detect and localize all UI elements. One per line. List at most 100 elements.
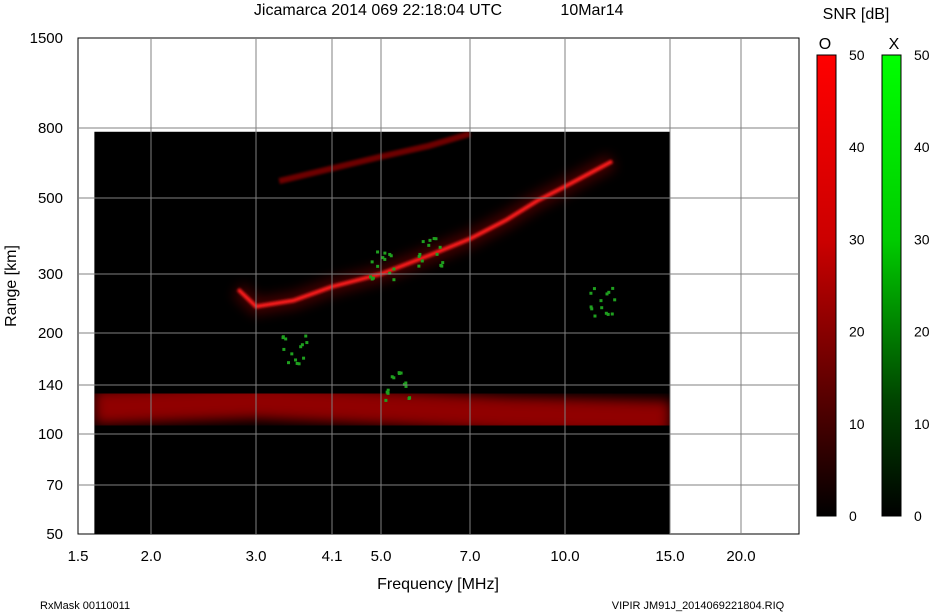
x-mode-echo xyxy=(297,362,301,366)
x-mode-echo xyxy=(392,278,396,282)
x-mode-echo xyxy=(392,376,396,380)
x-mode-echo xyxy=(441,261,445,265)
x-mode-echo xyxy=(417,254,421,258)
x-mode-echo xyxy=(386,391,390,395)
x-mode-echo xyxy=(284,337,288,341)
x-mode-echo xyxy=(295,361,299,365)
x-mode-echo xyxy=(604,311,608,315)
x-mode-echo xyxy=(392,267,396,271)
x-mode-echo xyxy=(290,352,294,356)
x-mode-echo xyxy=(611,286,615,290)
x-mode-echo xyxy=(418,252,422,256)
x-mode-echo xyxy=(384,398,388,402)
x-tick-label: 10.0 xyxy=(550,548,579,565)
x-mode-echo xyxy=(390,375,394,379)
x-mode-echo xyxy=(421,240,425,244)
x-mode-echo xyxy=(427,243,431,247)
y-tick-label: 70 xyxy=(46,477,63,494)
x-mode-echo xyxy=(404,381,408,385)
colorbar-x-tick: 50 xyxy=(914,47,930,63)
x-mode-echo xyxy=(386,388,390,392)
x-mode-echo xyxy=(281,336,285,340)
x-tick-label: 3.0 xyxy=(246,548,267,565)
x-mode-echo xyxy=(435,252,439,256)
footer-rxmask: RxMask 00110011 xyxy=(40,600,130,612)
colorbar-o-tick: 10 xyxy=(849,416,865,432)
x-mode-echo xyxy=(300,343,304,347)
colorbar-o-tick: 30 xyxy=(849,231,865,247)
x-tick-labels: 1.5 2.0 3.0 4.1 5.0 7.0 10.0 15.0 20.0 xyxy=(68,548,756,565)
x-mode-echo xyxy=(294,358,298,362)
colorbar-o-label: O xyxy=(819,36,831,53)
x-tick-label: 7.0 xyxy=(460,548,481,565)
x-mode-echo xyxy=(589,305,593,309)
x-mode-echo xyxy=(599,299,603,303)
colorbar-x-tick: 0 xyxy=(914,508,922,524)
y-tick-label: 200 xyxy=(38,325,63,342)
y-tick-label: 300 xyxy=(38,266,63,283)
x-tick-label: 5.0 xyxy=(371,548,392,565)
colorbar-o-tick: 0 xyxy=(849,508,857,524)
x-tick-label: 2.0 xyxy=(141,548,162,565)
x-mode-echo xyxy=(404,384,408,388)
x-mode-echo xyxy=(606,312,610,316)
colorbar-o-tick: 20 xyxy=(849,324,865,340)
y-axis-label: Range [km] xyxy=(3,245,20,327)
colorbar-x-tick: 20 xyxy=(914,324,930,340)
x-mode-echo xyxy=(282,347,286,351)
x-mode-echo xyxy=(376,250,380,254)
x-mode-echo xyxy=(610,312,614,316)
x-mode-echo xyxy=(376,264,380,268)
x-mode-echo xyxy=(592,287,596,291)
colorbar-title: SNR [dB] xyxy=(823,6,890,23)
x-mode-echo xyxy=(383,257,387,261)
x-mode-echo xyxy=(370,260,374,264)
x-mode-echo xyxy=(369,275,373,279)
x-tick-label: 15.0 xyxy=(655,548,684,565)
f-trace xyxy=(236,159,614,309)
e-region-echo xyxy=(94,384,670,435)
x-mode-echo xyxy=(299,345,303,349)
y-tick-labels: 1500 800 500 300 200 140 100 70 50 xyxy=(30,30,63,543)
x-mode-echo xyxy=(607,290,611,294)
x-mode-echo xyxy=(383,251,387,255)
y-tick-label: 140 xyxy=(38,377,63,394)
colorbar-ticks: 50 50 40 40 30 30 20 20 10 10 0 0 xyxy=(849,47,930,524)
x-mode-echo xyxy=(388,271,392,275)
colorbar-o xyxy=(816,54,837,517)
y-tick-label: 100 xyxy=(38,426,63,443)
x-mode-echo xyxy=(381,256,385,260)
x-mode-echo xyxy=(408,396,412,400)
x-mode-echo xyxy=(605,292,609,296)
x-mode-echo xyxy=(397,371,401,375)
x-mode-echo xyxy=(287,361,291,365)
x-mode-echo xyxy=(370,277,374,281)
x-mode-echo xyxy=(302,356,306,360)
x-mode-echo xyxy=(590,307,594,311)
y-tick-label: 50 xyxy=(46,526,63,543)
x-mode-echo xyxy=(600,306,604,310)
x-mode-echo xyxy=(589,291,593,295)
x-mode-echo xyxy=(432,237,436,241)
x-mode-echo xyxy=(305,341,309,345)
colorbar-x-tick: 30 xyxy=(914,231,930,247)
colorbar-x-tick: 40 xyxy=(914,139,930,155)
colorbar-x-tick: 10 xyxy=(914,416,930,432)
footer-filename: VIPIR JM91J_2014069221804.RIQ xyxy=(612,600,785,612)
y-tick-label: 800 xyxy=(38,120,63,137)
chart-title: Jicamarca 2014 069 22:18:04 UTC xyxy=(254,2,502,19)
x-mode-echo xyxy=(304,334,308,338)
x-mode-echo xyxy=(417,264,421,268)
x-mode-echo xyxy=(434,237,438,241)
x-mode-echo xyxy=(428,238,432,242)
colorbar-x xyxy=(881,54,902,517)
x-tick-label: 1.5 xyxy=(68,548,89,565)
colorbar-o-tick: 40 xyxy=(849,139,865,155)
chart-date: 10Mar14 xyxy=(560,2,623,19)
y-tick-label: 1500 xyxy=(30,30,63,47)
x-axis-label: Frequency [MHz] xyxy=(377,576,499,593)
x-mode-echo xyxy=(388,252,392,256)
x-mode-echo xyxy=(420,259,424,263)
colorbar-o-tick: 50 xyxy=(849,47,865,63)
